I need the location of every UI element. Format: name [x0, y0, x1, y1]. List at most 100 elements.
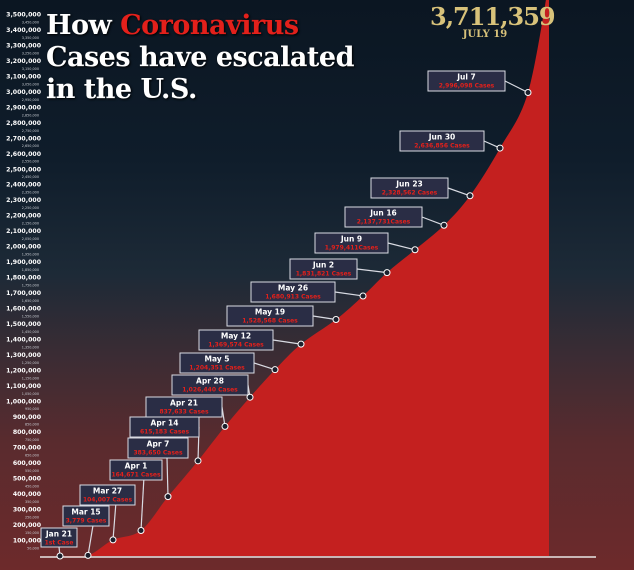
- latest-total-date: JULY 19: [462, 29, 508, 40]
- data-point-marker: [466, 192, 474, 200]
- callout-box: [40, 527, 78, 548]
- y-minor-tick-label: 3,250,000: [22, 51, 39, 55]
- callout-box: [109, 459, 163, 481]
- callout-box: [250, 281, 336, 303]
- y-tick-label: 3,200,000: [6, 58, 42, 65]
- callout-cases: 837,633 Cases: [159, 409, 209, 416]
- callout-mar-15: Mar 153,779 Cases: [62, 505, 110, 559]
- y-tick-label: 1,300,000: [6, 352, 42, 359]
- callout-leader: [504, 80, 529, 94]
- y-minor-tick-label: 2,450,000: [22, 175, 39, 179]
- callout-cases: 1,369,574 Cases: [208, 342, 264, 349]
- callout-cases: 1,204,351 Cases: [189, 365, 245, 372]
- callout-may-12: May 121,369,574 Cases: [198, 329, 305, 351]
- y-tick-label: 2,600,000: [6, 151, 42, 158]
- y-minor-tick-label: 750,000: [25, 438, 39, 442]
- y-minor-tick-label: 350,000: [25, 500, 39, 504]
- y-tick-label: 1,500,000: [6, 321, 42, 328]
- y-minor-tick-label: 1,950,000: [22, 253, 39, 257]
- y-tick-label: 1,200,000: [6, 367, 42, 374]
- data-point-marker: [137, 527, 145, 535]
- y-tick-label: 2,800,000: [6, 120, 42, 127]
- y-tick-label: 2,300,000: [6, 197, 42, 204]
- data-point-marker: [496, 144, 504, 152]
- callout-cases: 3,779 Cases: [66, 518, 107, 525]
- callout-cases: 2,996,098 Cases: [439, 83, 495, 90]
- callout-date: Jun 23: [395, 180, 423, 189]
- callout-date: Jun 9: [340, 235, 362, 244]
- y-minor-tick-label: 550,000: [25, 469, 39, 473]
- callout-date: Jun 16: [369, 209, 397, 218]
- callout-date: Apr 21: [170, 399, 198, 408]
- callout-jul-7: Jul 72,996,098 Cases: [427, 70, 532, 97]
- y-tick-label: 100,000: [13, 538, 42, 545]
- data-point-marker: [221, 422, 229, 430]
- data-point-marker: [271, 366, 279, 374]
- y-minor-tick-label: 1,550,000: [22, 314, 39, 318]
- y-minor-tick-label: 150,000: [25, 531, 39, 535]
- y-tick-label: 1,000,000: [6, 398, 42, 405]
- callout-may-19: May 191,528,568 Cases: [226, 305, 340, 327]
- callout-cases: 1,680,913 Cases: [265, 294, 321, 301]
- callout-box: [314, 232, 389, 254]
- data-point-marker: [246, 393, 254, 401]
- data-point-marker: [109, 536, 117, 544]
- callout-box: [344, 206, 423, 228]
- cases-area: [60, 0, 549, 557]
- y-minor-tick-label: 2,850,000: [22, 113, 39, 117]
- data-point-marker: [297, 340, 305, 348]
- y-minor-tick-label: 2,350,000: [22, 191, 39, 195]
- callout-leader: [253, 362, 276, 371]
- y-minor-tick-label: 1,250,000: [22, 361, 39, 365]
- y-tick-label: 1,400,000: [6, 336, 42, 343]
- y-tick-label: 1,600,000: [6, 305, 42, 312]
- y-axis: 100,000 200,000 300,000 400,000 500,000 600,0…: [6, 12, 42, 551]
- callout-date: Jun 2: [312, 261, 334, 270]
- y-tick-label: 1,900,000: [6, 259, 42, 266]
- data-point-marker: [383, 269, 391, 277]
- data-point-marker: [56, 552, 64, 560]
- callout-date: Mar 27: [93, 487, 122, 496]
- callout-jun-16: Jun 162,137,731Cases: [344, 206, 448, 229]
- callout-cases: 2,636,856 Cases: [414, 143, 470, 150]
- callout-cases: 2,137,731Cases: [357, 219, 411, 226]
- y-minor-tick-label: 3,350,000: [22, 36, 39, 40]
- callout-cases: 1,026,440 Cases: [182, 387, 238, 394]
- data-point-marker: [194, 457, 202, 465]
- callout-box: [289, 258, 358, 280]
- callout-cases: 1,979,411Cases: [325, 245, 379, 252]
- y-tick-label: 2,100,000: [6, 228, 42, 235]
- callout-leader: [140, 479, 145, 531]
- latest-total-value: 3,711,359: [430, 2, 556, 31]
- y-minor-tick-label: 1,050,000: [22, 392, 39, 396]
- y-tick-label: 2,400,000: [6, 182, 42, 189]
- y-tick-label: 2,900,000: [6, 104, 42, 111]
- callout-date: May 5: [204, 355, 229, 364]
- title-line2: Cases have escalated: [46, 42, 354, 73]
- callout-leader: [356, 268, 388, 274]
- area-layer: [40, 0, 596, 558]
- callout-box: [145, 396, 223, 418]
- callout-leader: [334, 291, 364, 297]
- callout-may-26: May 261,680,913 Cases: [250, 281, 367, 303]
- callout-date: Jun 30: [428, 133, 456, 142]
- y-minor-tick-label: 1,350,000: [22, 345, 39, 349]
- y-tick-label: 200,000: [13, 522, 42, 529]
- y-minor-tick-label: 1,150,000: [22, 376, 39, 380]
- y-minor-tick-label: 1,450,000: [22, 330, 39, 334]
- callout-date: May 19: [255, 308, 285, 317]
- y-tick-label: 3,400,000: [6, 27, 42, 34]
- callout-cases: 1,831,821 Cases: [296, 271, 352, 278]
- callout-date: Jul 7: [456, 73, 476, 82]
- y-minor-tick-label: 850,000: [25, 423, 39, 427]
- y-tick-label: 600,000: [13, 460, 42, 467]
- callout-date: Jan 21: [45, 530, 72, 539]
- callout-date: Apr 7: [147, 440, 170, 449]
- y-tick-label: 800,000: [13, 429, 42, 436]
- y-tick-label: 2,700,000: [6, 135, 42, 142]
- title-prefix: How: [46, 10, 121, 41]
- y-minor-tick-label: 450,000: [25, 485, 39, 489]
- data-point-marker: [359, 292, 367, 300]
- callout-may-5: May 51,204,351 Cases: [179, 352, 279, 374]
